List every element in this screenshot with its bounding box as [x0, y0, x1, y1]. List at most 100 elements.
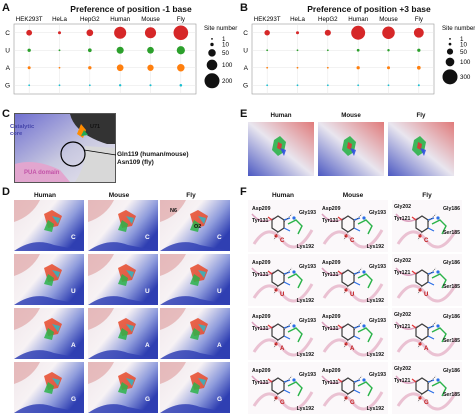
chart-b-point [356, 48, 360, 52]
panel-d-tile: G [14, 362, 84, 413]
chart-a-point [177, 64, 185, 72]
chart-a-ytick: U [5, 47, 10, 54]
chart-a-ytick: G [5, 82, 10, 89]
panel-d-row-label: C [71, 234, 76, 241]
chart-a-point [176, 46, 185, 55]
chart-b-point [264, 30, 270, 36]
chart-b-legend-bubble [445, 57, 455, 67]
panel-d-n6-label: N6 [170, 208, 177, 214]
chart-a-legend-label: 10 [222, 42, 229, 49]
chart-a-frame [13, 23, 197, 95]
chart-a-point [147, 46, 154, 54]
panel-d-col-mouse: Mouse [108, 192, 130, 199]
chart-a-point [27, 48, 31, 52]
chart-a-xtick: HepG2 [80, 16, 100, 23]
chart-b-point [326, 49, 329, 52]
chart-b-frame [251, 23, 435, 95]
chart-b-ytick: U [243, 47, 248, 54]
panel-d-tile: G [160, 362, 230, 413]
chart-a-legend-title: Site number [204, 25, 237, 32]
chart-b-legend-label: 50 [460, 49, 467, 56]
panel-d-tile: C [14, 200, 84, 251]
chart-b-point [416, 65, 421, 70]
panel-label-c: C [2, 108, 10, 120]
panel-d-row-label: A [217, 342, 222, 349]
panel-f-residue-label: Gly186 [443, 314, 460, 320]
chart-a-legend-bubble [211, 38, 213, 40]
chart-a-legend-bubble [208, 49, 216, 57]
panel-f-tile: Asp209 Gly193 Tyr131 Lys192 U [318, 254, 388, 306]
panel-f-tile: Asp209 Gly193 Tyr131 Lys192 G [318, 362, 388, 414]
panel-label-d: D [2, 186, 10, 198]
panel-d-row-label: A [145, 342, 150, 349]
panel-f-tile: Asp209 Gly193 Tyr131 Lys192 C [248, 200, 318, 252]
chart-b-point [417, 48, 421, 52]
panel-f-row-label: G [280, 400, 285, 406]
panel-e-tile [318, 122, 384, 176]
panel-f-residue-label: Asp209 [322, 206, 341, 212]
chart-b-xtick: Fly [415, 16, 424, 23]
chart-b-legend-bubble [446, 48, 454, 55]
chart-a-title: Preference of position -1 base [70, 4, 192, 14]
panel-f-residue-label: Tyr121 [394, 270, 410, 276]
panel-f-residue-label: Asp209 [252, 206, 271, 212]
chart-a-point [149, 84, 152, 87]
chart-a-xtick: HEK293T [16, 16, 43, 23]
chart-b-xtick: HepG2 [318, 16, 338, 23]
chart-b-legend-bubble [449, 38, 451, 40]
panel-f-row-label: U [350, 292, 354, 298]
chart-a-point [116, 64, 124, 72]
panel-e-col-mouse: Mouse [341, 112, 361, 119]
chart-b-xtick: Human [348, 16, 369, 23]
panel-d-tile: C [88, 200, 158, 251]
panel-f-residue-label: Lys192 [297, 298, 315, 304]
chart-a-point [87, 48, 92, 53]
panel-f-residue-label: Gly202 [394, 258, 411, 264]
panel-f-residue-label: Asp209 [322, 314, 341, 320]
asn109-label: Asn109 (fly) [117, 159, 154, 166]
chart-a-point [179, 83, 183, 87]
panel-f-residue-label: Tyr121 [394, 216, 410, 222]
panel-f-residue-label: Gly186 [443, 206, 460, 212]
chart-b-point [356, 66, 360, 70]
panel-e-tile [248, 122, 314, 176]
panel-f-residue-label: Gly193 [299, 372, 316, 378]
chart-b-legend-bubble [448, 42, 452, 46]
panel-f-row-label: C [424, 238, 429, 244]
panel-f-residue-label: Asp209 [252, 260, 271, 266]
panel-f-residue-label: Asp209 [252, 368, 271, 374]
panel-f-residue-label: Lys192 [297, 244, 315, 250]
panel-f-residue-label: Gly193 [369, 264, 386, 270]
chart-b-xtick: HeLa [290, 16, 305, 23]
chart-b-point [382, 26, 395, 40]
panel-d-tile: A [14, 308, 84, 359]
chart-a-point [58, 84, 61, 87]
chart-a-xtick: HeLa [52, 16, 67, 23]
panel-f-row-label: C [280, 238, 285, 244]
panel-f-residue-label: Gly193 [369, 318, 386, 324]
panel-f-tile: Gly202 Gly186 Tyr121 Ser185 A [392, 308, 462, 360]
panel-f-residue-label: Tyr121 [394, 378, 410, 384]
panel-f-residue-label: Lys192 [367, 298, 385, 304]
chart-a-xtick: Fly [177, 16, 186, 23]
panel-e-tile [388, 122, 454, 176]
panel-f-tile: Asp209 Gly193 Tyr131 Lys192 A [248, 308, 318, 360]
panel-f-residue-label: Gly202 [394, 312, 411, 318]
panel-d-col-human: Human [33, 192, 57, 199]
panel-f-row-label: U [424, 292, 428, 298]
chart-b-point [351, 25, 366, 40]
panel-f-residue-label: Ser185 [443, 338, 460, 344]
chart-b-legend-title: Site number [442, 25, 475, 32]
panel-d-row-label: G [71, 396, 76, 403]
panel-f-residue-label: Gly202 [394, 366, 411, 372]
panel-f-residue-label: Gly186 [443, 368, 460, 374]
chart-a-point [26, 29, 33, 36]
panel-d-tile: U [14, 254, 84, 305]
panel-f-row-label: A [280, 346, 285, 352]
panel-f-residue-label: Tyr131 [322, 326, 338, 332]
pua-domain-label: PUA domain [24, 170, 60, 176]
chart-a-legend-bubble [206, 59, 218, 71]
chart-b-legend-label: 100 [460, 59, 471, 66]
chart-a-point [58, 49, 61, 52]
chart-b-point [266, 84, 269, 87]
